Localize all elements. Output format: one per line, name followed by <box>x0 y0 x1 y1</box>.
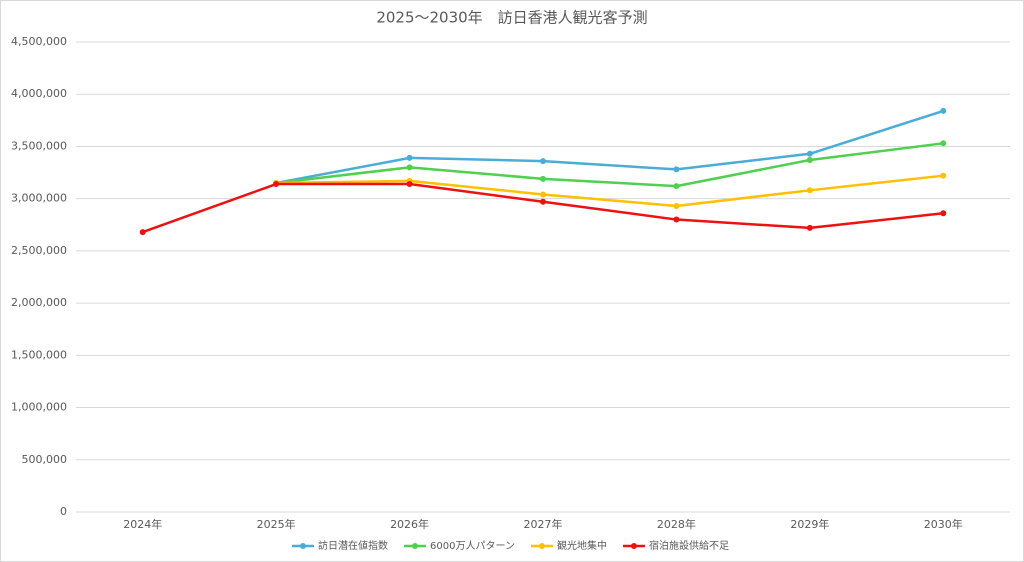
y-tick-label: 500,000 <box>22 453 68 466</box>
data-point <box>806 224 813 231</box>
y-tick-label: 3,000,000 <box>11 192 67 205</box>
y-tick-label: 1,500,000 <box>11 348 67 361</box>
data-point <box>406 154 413 161</box>
data-point <box>406 164 413 171</box>
data-point <box>540 175 546 182</box>
legend-label: 宿泊施設供給不足 <box>649 539 729 552</box>
data-point <box>806 150 813 157</box>
legend-marker <box>300 543 306 549</box>
data-point <box>673 202 680 209</box>
data-point <box>540 191 546 198</box>
series-line <box>275 109 944 185</box>
data-point <box>673 183 680 190</box>
data-point <box>139 229 146 236</box>
data-point <box>540 158 546 165</box>
y-tick-label: 1,000,000 <box>11 401 67 414</box>
series-line <box>275 142 944 188</box>
data-point <box>806 187 813 194</box>
y-tick-label: 0 <box>60 505 67 518</box>
data-point <box>406 181 413 188</box>
y-tick-label: 3,500,000 <box>11 139 67 152</box>
data-point <box>273 181 280 188</box>
legend-marker <box>412 543 418 549</box>
y-tick-label: 2,500,000 <box>11 244 67 257</box>
data-point <box>940 107 947 114</box>
x-tick-label: 2030年 <box>924 517 963 531</box>
data-point <box>673 216 680 223</box>
x-tick-label: 2029年 <box>790 517 829 531</box>
chart-title: 2025〜2030年 訪日香港人観光客予測 <box>376 9 647 27</box>
data-point <box>806 157 813 164</box>
legend-label: 訪日潜在値指数 <box>318 539 388 552</box>
legend-label: 観光地集中 <box>557 539 607 552</box>
legend-label: 6000万人パターン <box>430 540 515 552</box>
x-tick-label: 2027年 <box>524 517 563 531</box>
series-line <box>276 174 944 208</box>
x-tick-label: 2024年 <box>123 517 162 531</box>
data-point <box>940 210 947 217</box>
y-tick-label: 4,500,000 <box>11 35 67 48</box>
y-tick-label: 2,000,000 <box>11 296 67 309</box>
data-point <box>940 172 947 179</box>
data-point <box>940 140 947 147</box>
x-tick-label: 2028年 <box>657 517 696 531</box>
data-point <box>540 198 546 205</box>
x-tick-label: 2026年 <box>390 517 429 531</box>
legend-marker <box>538 543 545 549</box>
x-tick-label: 2025年 <box>257 517 296 531</box>
data-point <box>673 166 680 173</box>
legend-marker <box>630 543 637 549</box>
y-tick-label: 4,000,000 <box>11 87 67 100</box>
